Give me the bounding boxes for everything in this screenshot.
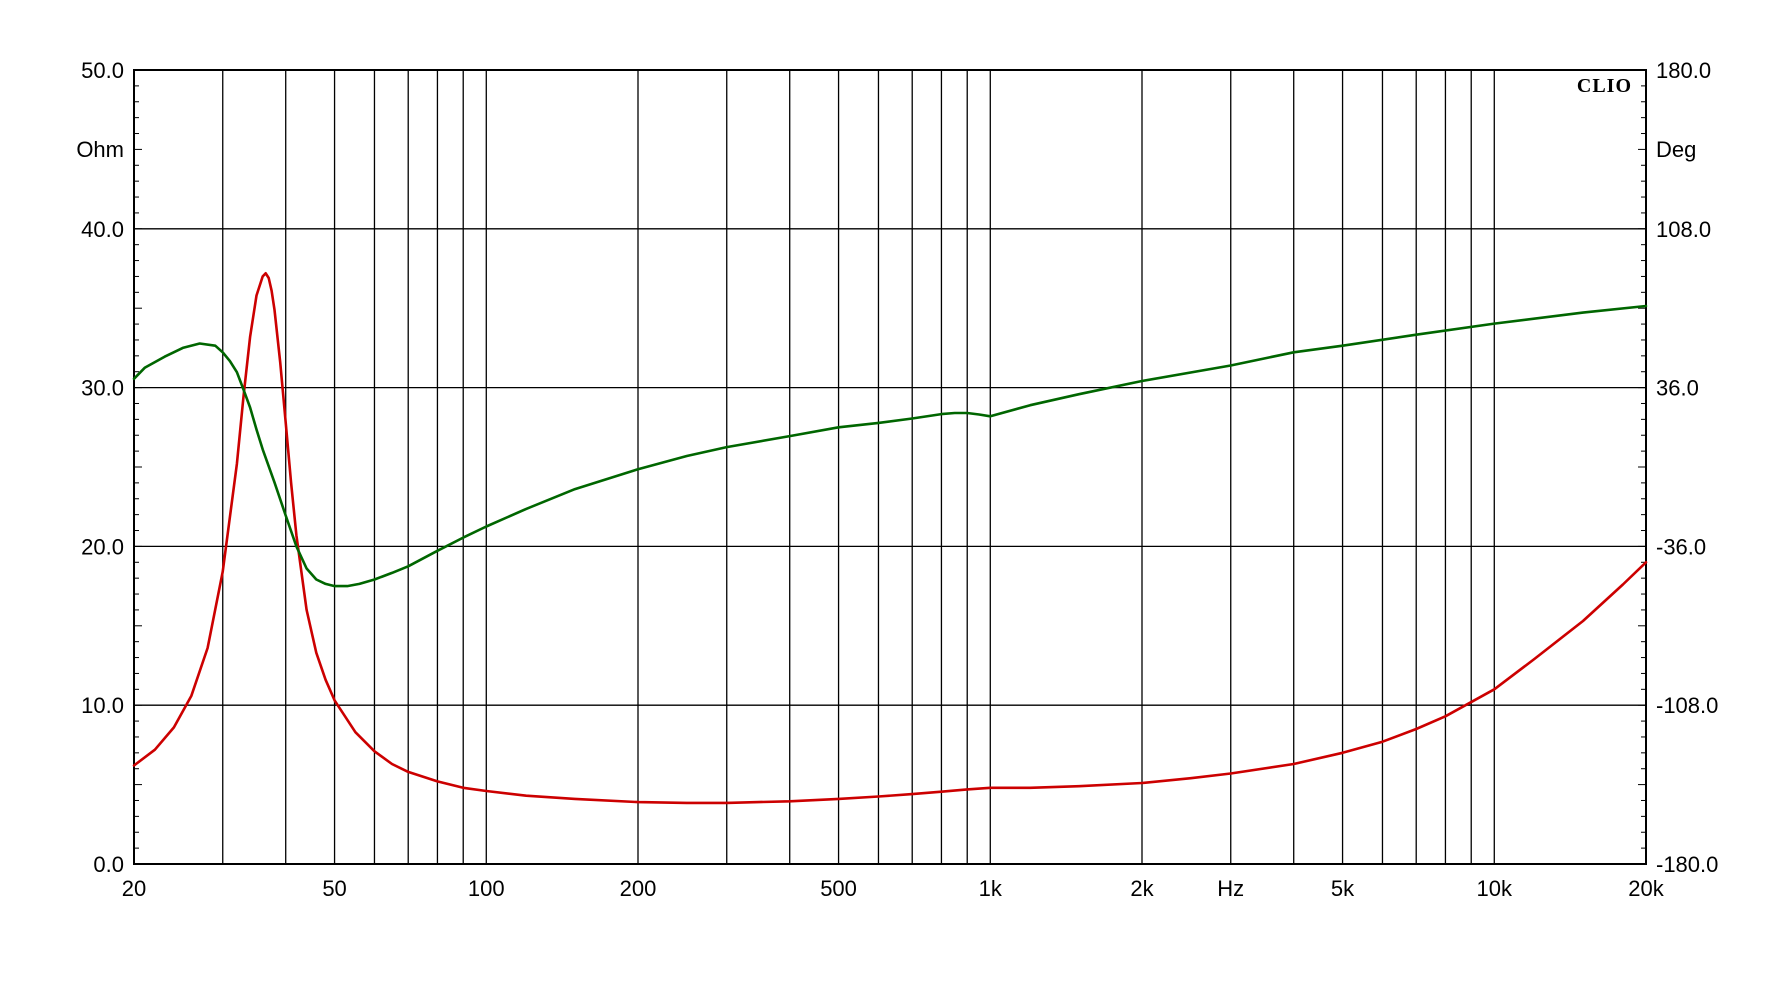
left-y-tick-label: 20.0: [81, 534, 124, 559]
x-axis-tick-labels: 20 50 100 200 500 1k 2k 5k 10k 20k: [122, 876, 1665, 901]
left-axis-tick-labels: 0.0 10.0 20.0 30.0 40.0 50.0: [81, 58, 124, 877]
right-y-tick-label: -36.0: [1656, 534, 1706, 559]
left-axis-unit-label: Ohm: [76, 137, 124, 162]
right-y-tick-label: 36.0: [1656, 376, 1699, 401]
x-tick-label: 20k: [1628, 876, 1664, 901]
right-axis-unit-label: Deg: [1656, 137, 1696, 162]
impedance-series-line: [132, 271, 1648, 805]
x-tick-label: 5k: [1331, 876, 1355, 901]
left-y-tick-label: 30.0: [81, 376, 124, 401]
plot-frame: [133, 69, 1647, 865]
right-y-tick-label: 108.0: [1656, 217, 1711, 242]
x-tick-label: 1k: [979, 876, 1003, 901]
left-y-tick-label: 0.0: [93, 852, 124, 877]
right-axis-minor-ticks: [1638, 69, 1646, 865]
x-tick-label: 200: [620, 876, 657, 901]
x-tick-label: 500: [820, 876, 857, 901]
x-tick-label: 100: [468, 876, 505, 901]
right-axis-tick-labels: -180.0 -108.0 -36.0 36.0 108.0 180.0: [1656, 58, 1718, 877]
right-y-tick-label: -108.0: [1656, 693, 1718, 718]
x-tick-label: 10k: [1477, 876, 1513, 901]
x-axis-unit-label: Hz: [1217, 876, 1244, 901]
right-y-tick-label: 180.0: [1656, 58, 1711, 83]
series-layer: [132, 271, 1648, 805]
left-y-tick-label: 40.0: [81, 217, 124, 242]
left-y-tick-label: 50.0: [81, 58, 124, 83]
clio-brand-label: CLIO: [1577, 75, 1632, 97]
grid: [133, 69, 1647, 865]
phase-series-line: [132, 304, 1648, 588]
left-axis-minor-ticks: [134, 69, 142, 865]
x-tick-label: 50: [322, 876, 346, 901]
right-y-tick-label: -180.0: [1656, 852, 1718, 877]
x-tick-label: 2k: [1130, 876, 1154, 901]
left-y-tick-label: 10.0: [81, 693, 124, 718]
x-tick-label: 20: [122, 876, 146, 901]
